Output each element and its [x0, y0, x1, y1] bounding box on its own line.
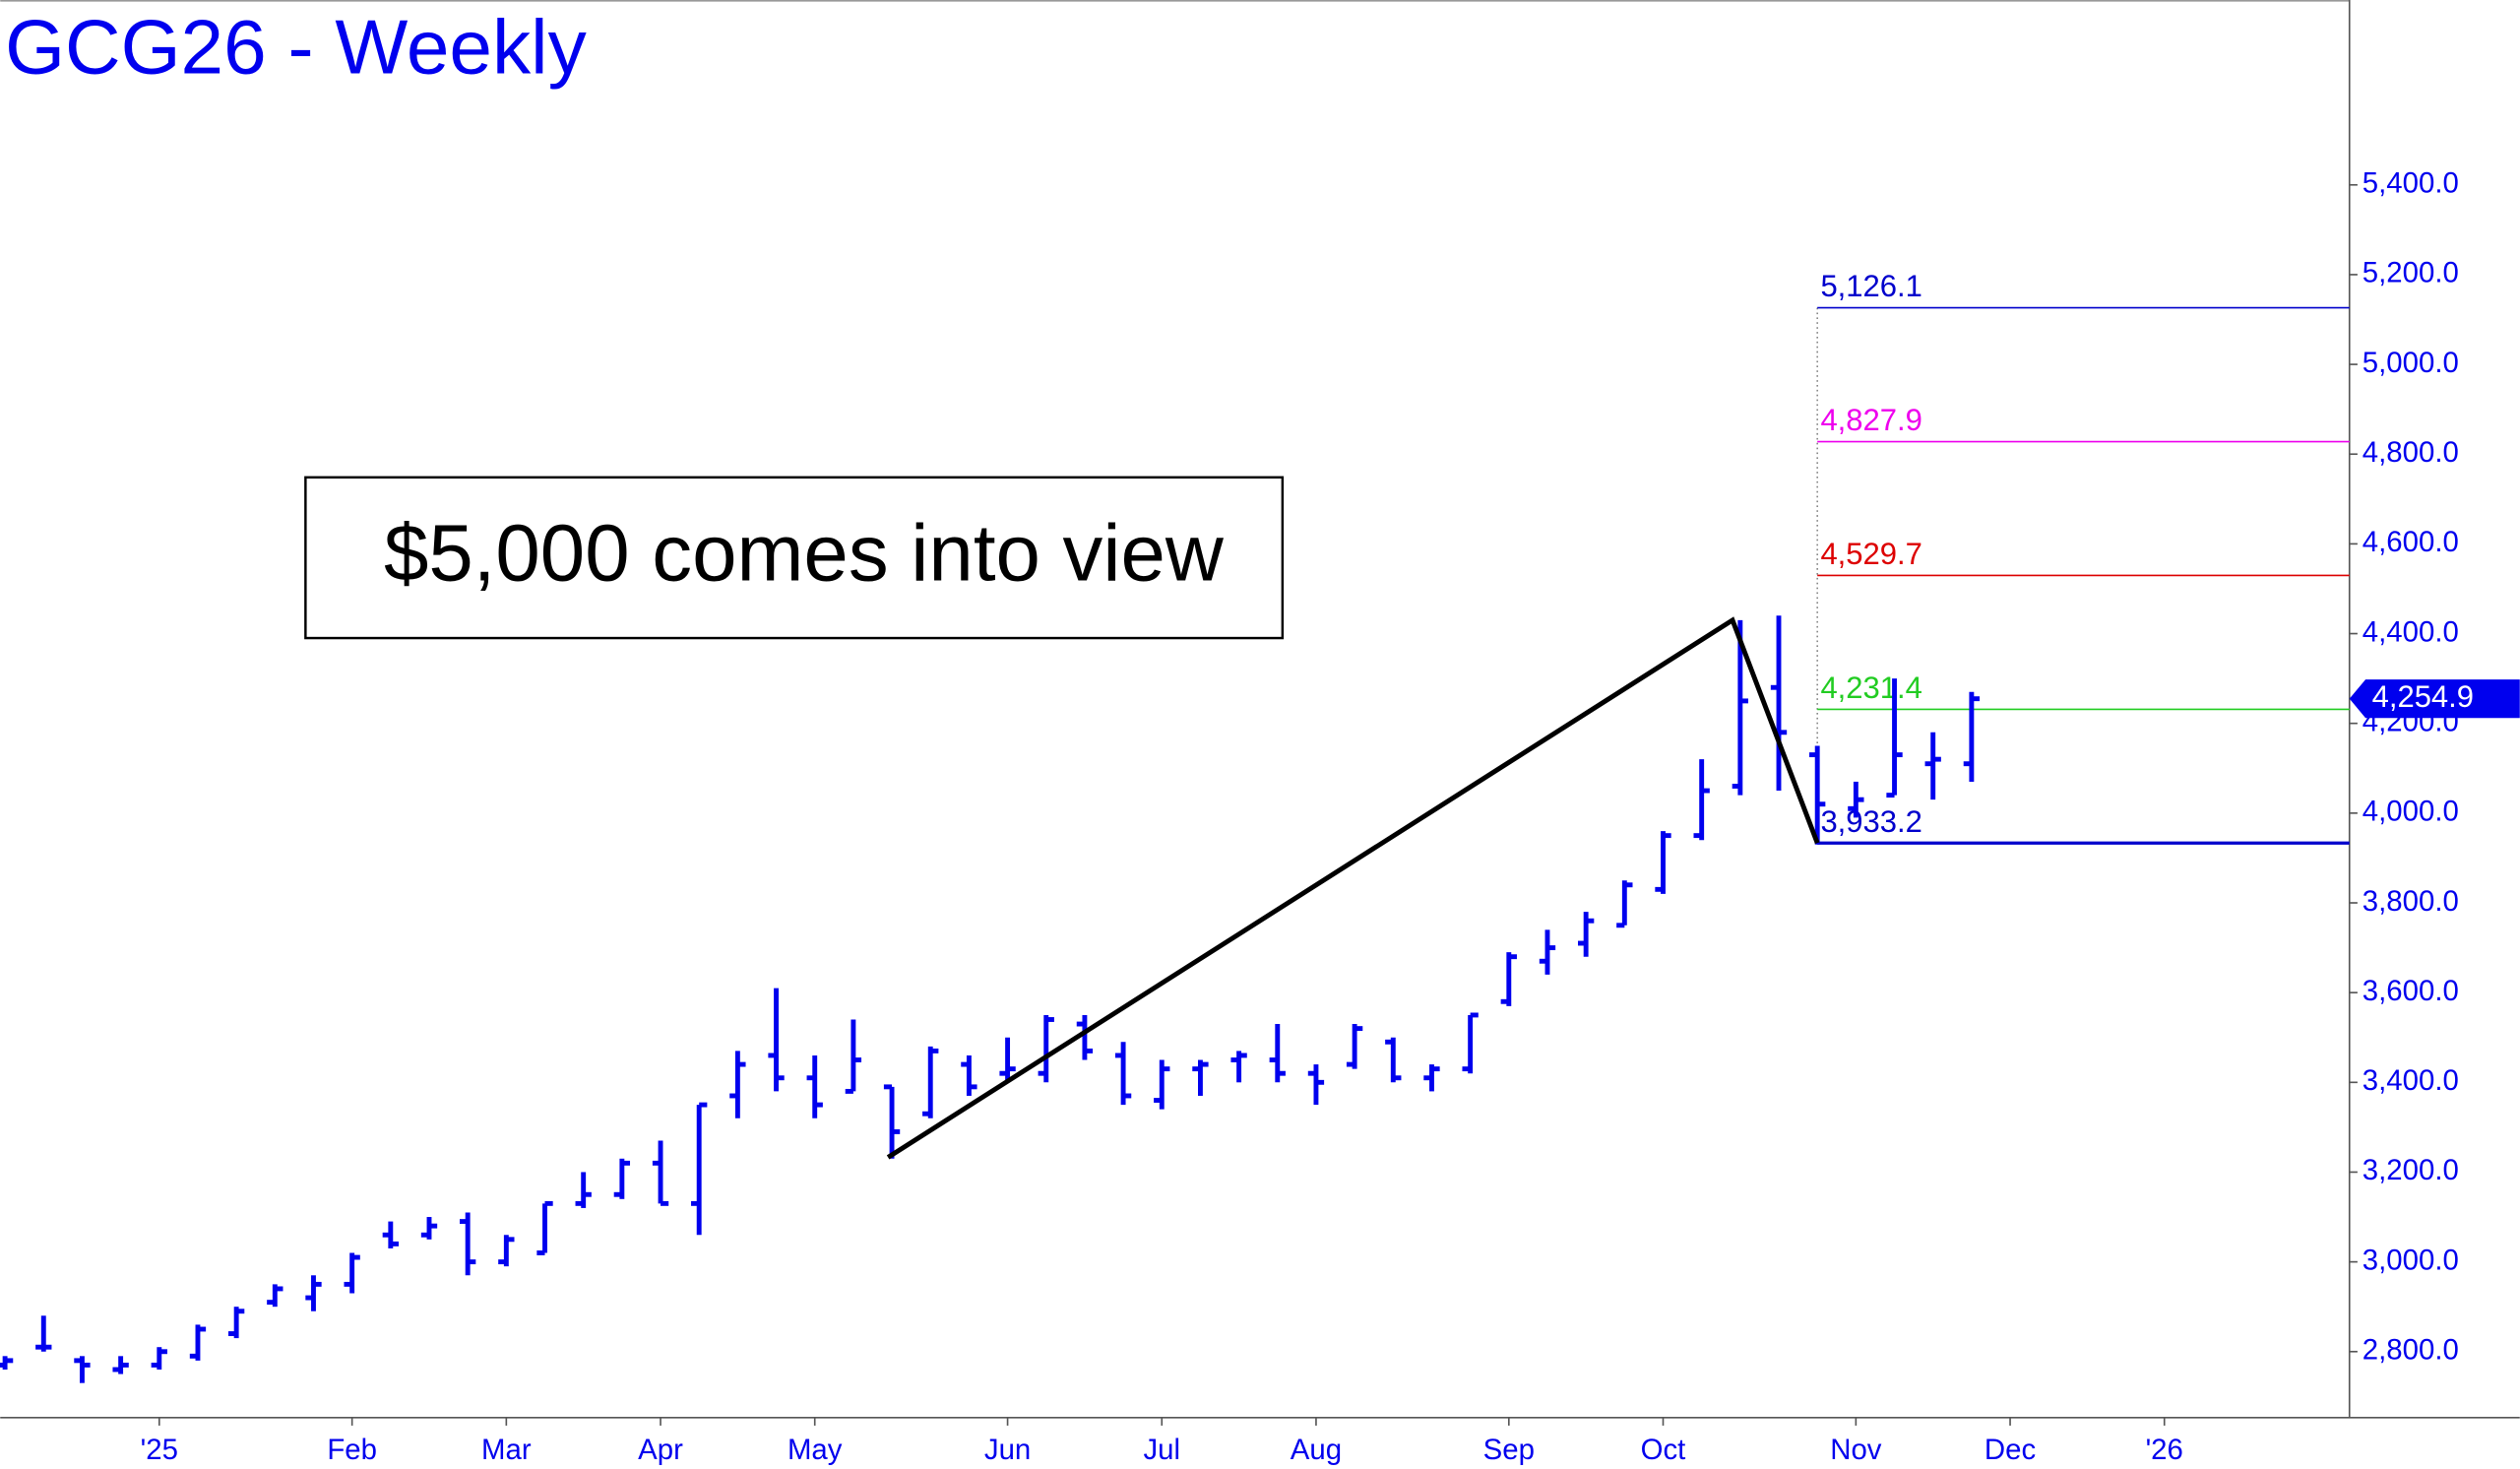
y-tick-label: 4,000.0	[2362, 796, 2459, 828]
swing-line	[886, 616, 1820, 1160]
x-tick-label: Jun	[984, 1434, 1031, 1466]
y-tick-label: 4,400.0	[2362, 615, 2459, 648]
x-tick-label: '26	[2146, 1434, 2183, 1466]
last-price-tag	[2349, 679, 2520, 719]
y-tick-label: 2,800.0	[2362, 1334, 2459, 1367]
chart-title: GCG26 - Weekly	[5, 4, 587, 91]
target-level-label: 4,827.9	[1820, 403, 1922, 437]
x-tick-label: Jul	[1143, 1434, 1180, 1466]
annotation: $5,000 comes into view	[384, 509, 1225, 599]
x-tick-label: Apr	[638, 1434, 683, 1466]
x-tick-label: '25	[141, 1434, 178, 1466]
x-tick-label: Sep	[1483, 1434, 1535, 1466]
x-tick-label: Feb	[327, 1434, 377, 1466]
x-tick-label: Nov	[1830, 1434, 1882, 1466]
target-level-label: 4,231.4	[1820, 671, 1922, 705]
y-tick-label: 3,800.0	[2362, 885, 2459, 918]
target-level-label: 4,529.7	[1820, 537, 1922, 571]
y-tick-label: 4,600.0	[2362, 526, 2459, 558]
y-tick-label: 4,800.0	[2362, 436, 2459, 469]
x-tick-label: Aug	[1291, 1434, 1342, 1466]
y-tick-label: 5,200.0	[2362, 257, 2459, 289]
y-tick-label: 3,200.0	[2362, 1154, 2459, 1186]
x-tick-label: Dec	[1984, 1434, 2036, 1466]
x-tick-label: Mar	[481, 1434, 532, 1466]
y-tick-label: 5,400.0	[2362, 167, 2459, 200]
target-level-label: 3,933.2	[1820, 804, 1922, 839]
last-price-label: 4,254.9	[2372, 679, 2474, 714]
target-level-label: 5,126.1	[1820, 269, 1922, 303]
y-tick-label: 3,000.0	[2362, 1244, 2459, 1276]
x-tick-label: May	[788, 1434, 843, 1466]
y-tick-label: 5,000.0	[2362, 347, 2459, 379]
x-tick-label: Oct	[1641, 1434, 1686, 1466]
y-tick-label: 3,600.0	[2362, 975, 2459, 1007]
y-tick-label: 3,400.0	[2362, 1064, 2459, 1097]
annotation-box	[304, 476, 1285, 640]
